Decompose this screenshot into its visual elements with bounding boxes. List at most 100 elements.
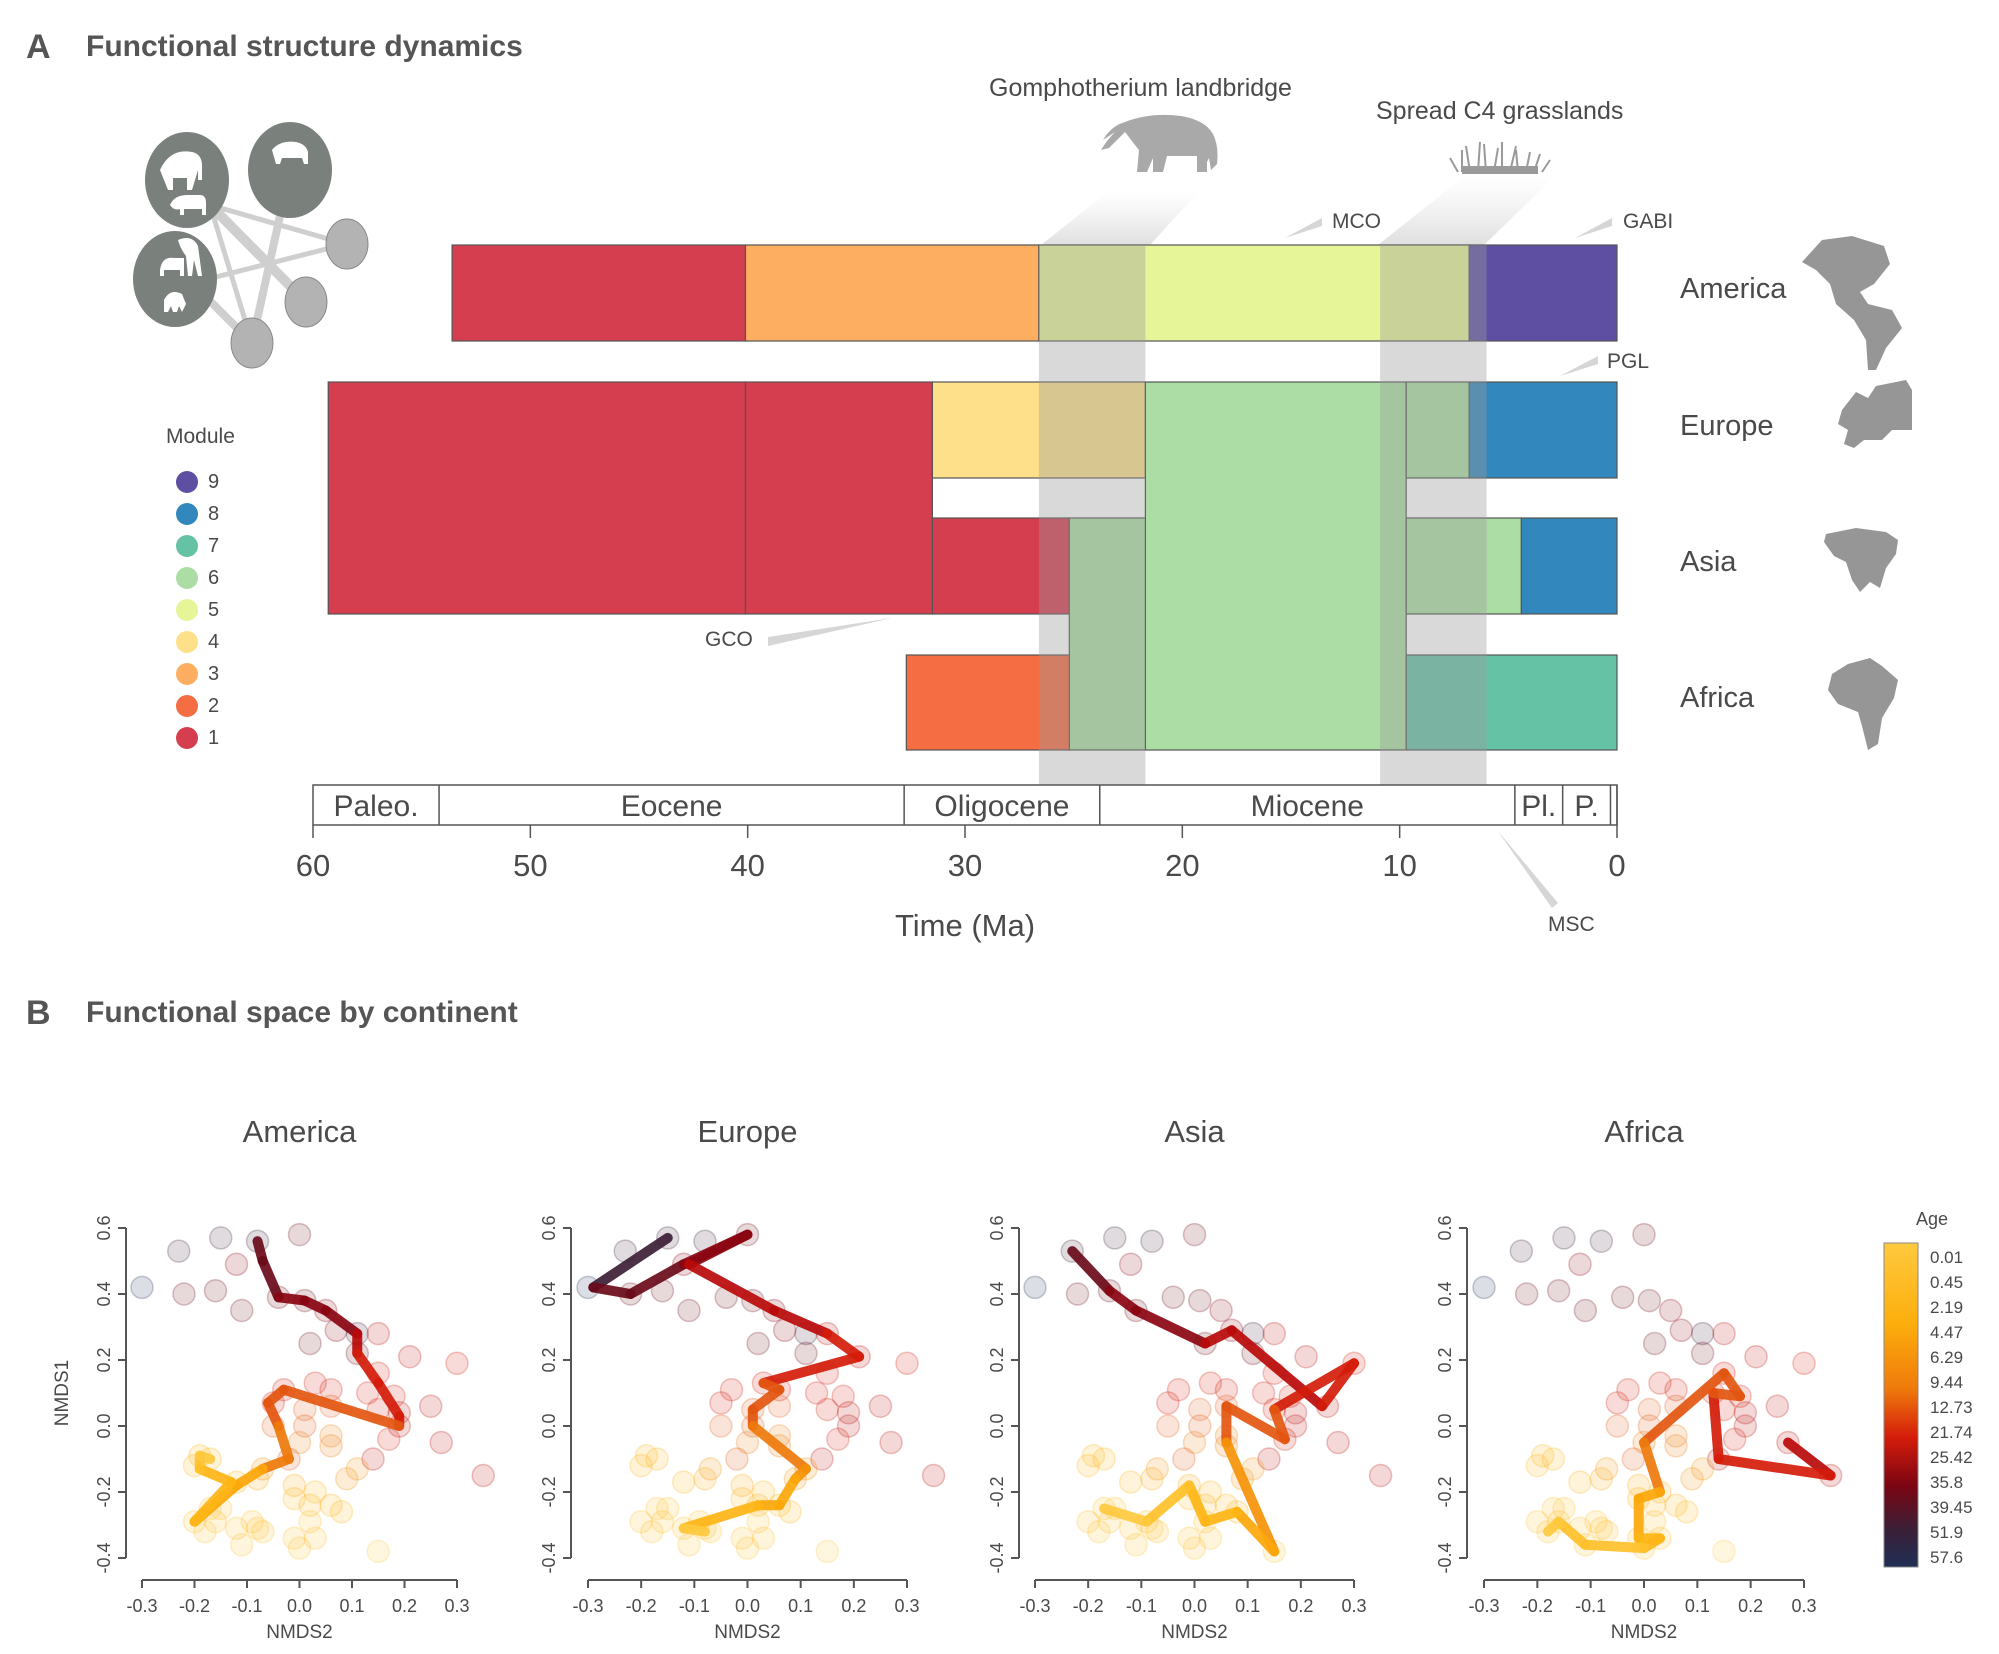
- background-point: [836, 1414, 861, 1438]
- background-point: [815, 1539, 839, 1564]
- gabi-pointer: [1575, 218, 1612, 238]
- background-point: [1087, 1519, 1111, 1544]
- asia-map-icon: [1824, 528, 1898, 592]
- y-tick-label: 0.4: [539, 1281, 559, 1306]
- background-point: [730, 1473, 754, 1498]
- event-label-mco: MCO: [1332, 210, 1381, 233]
- background-point: [1124, 1533, 1148, 1557]
- time-tick-label: 20: [1165, 848, 1199, 883]
- background-point: [1209, 1298, 1233, 1323]
- background-point: [693, 1467, 717, 1491]
- trajectory-segment: [1269, 1358, 1359, 1415]
- trajectory-segment: [1639, 1437, 1665, 1497]
- scatter-plot-america: America -0.4 -0.2 0.0 0.2 0.4 0.6 -0.3 -0.2 -0.1 0…: [52, 1114, 495, 1643]
- module-legend-item: 5: [176, 598, 219, 622]
- background-point: [634, 1443, 659, 1468]
- background-point: [1584, 1509, 1608, 1534]
- background-point: [1733, 1414, 1758, 1438]
- background-point: [1610, 1285, 1635, 1310]
- module-legend-item: 9: [176, 470, 219, 494]
- module-block-4: [931, 381, 1146, 479]
- background-point: [751, 1526, 776, 1550]
- background-point: [719, 1377, 744, 1402]
- background-point: [471, 1463, 495, 1488]
- grass-icon: [1449, 141, 1551, 174]
- background-point: [167, 1239, 191, 1263]
- background-point: [303, 1371, 327, 1395]
- epoch-label: Miocene: [1251, 790, 1364, 823]
- background-point: [709, 1414, 733, 1438]
- background-point: [130, 1275, 154, 1300]
- background-point: [429, 1430, 453, 1455]
- background-point: [298, 1331, 322, 1356]
- trajectory-segment: [1713, 1454, 1836, 1481]
- background-point: [1664, 1377, 1688, 1402]
- mco-pointer: [1285, 218, 1322, 238]
- module-color-dot: [176, 599, 198, 621]
- background-point: [1182, 1536, 1207, 1560]
- module-legend-item: 7: [176, 534, 219, 558]
- background-point: [377, 1427, 401, 1451]
- background-point: [879, 1430, 903, 1455]
- background-point: [826, 1427, 850, 1451]
- x-tick-label: -0.2: [626, 1596, 657, 1616]
- background-point: [1642, 1331, 1667, 1356]
- background-point: [831, 1384, 855, 1409]
- scatter-plot-asia: Asia -0.4 -0.2 0.0 0.2 0.4 0.6 -0.3 -0.2 -0.1 0.0 0…: [987, 1114, 1393, 1643]
- time-tick-label: 0: [1608, 848, 1625, 883]
- trajectory-segment: [769, 1305, 833, 1339]
- x-tick-label: 0.2: [841, 1596, 866, 1616]
- background-point: [1145, 1519, 1170, 1544]
- module-block-7: [1405, 654, 1618, 751]
- europe-map-icon: [1838, 380, 1912, 448]
- trajectory-segment: [1104, 1285, 1142, 1316]
- y-tick-label: 0.0: [987, 1413, 1007, 1438]
- module-legend-item: 6: [176, 566, 219, 590]
- background-point: [1188, 1414, 1212, 1438]
- background-point: [1188, 1397, 1212, 1422]
- module-block-6: [1405, 517, 1522, 615]
- x-tick-label: 0.1: [1235, 1596, 1260, 1616]
- background-point: [1712, 1539, 1736, 1564]
- age-legend-title: Age: [1916, 1209, 1948, 1229]
- module-legend-label: 3: [208, 662, 220, 685]
- background-point: [794, 1341, 818, 1366]
- background-point: [319, 1424, 343, 1448]
- msc-pointer: [1497, 830, 1558, 908]
- background-point: [804, 1381, 829, 1405]
- background-point: [1198, 1480, 1223, 1504]
- background-point: [245, 1516, 270, 1541]
- background-point: [1552, 1226, 1576, 1250]
- module-block-6: [1144, 381, 1407, 751]
- y-tick-label: -0.2: [94, 1476, 114, 1507]
- x-tick-label: 0.1: [788, 1596, 813, 1616]
- x-tick-label: 0.3: [444, 1596, 469, 1616]
- background-point: [361, 1447, 385, 1471]
- x-tick-label: -0.3: [1468, 1596, 1499, 1616]
- background-point: [1182, 1222, 1207, 1247]
- background-point: [1326, 1430, 1350, 1455]
- background-point: [1589, 1229, 1614, 1253]
- background-point: [1182, 1430, 1207, 1455]
- background-point: [645, 1447, 669, 1471]
- scatter-plot-africa: Africa -0.4 -0.2 0.0 0.2 0.4 0.6 -0.3 -0.2 -0.1 0.…: [1435, 1114, 1843, 1643]
- event-label-msc: MSC: [1548, 913, 1595, 936]
- background-point: [287, 1222, 312, 1247]
- background-point: [230, 1298, 254, 1323]
- background-point: [1530, 1443, 1555, 1468]
- background-point: [445, 1351, 469, 1376]
- background-point: [1605, 1391, 1630, 1415]
- background-point: [209, 1226, 233, 1250]
- background-point: [172, 1282, 196, 1306]
- background-point: [293, 1414, 317, 1438]
- event-label-pgl: PGL: [1607, 350, 1650, 373]
- x-tick-label: 0.2: [392, 1596, 417, 1616]
- module-legend-label: 2: [208, 694, 220, 717]
- x-tick-label: -0.1: [1126, 1596, 1157, 1616]
- age-legend-label: 0.01: [1930, 1248, 1963, 1267]
- epoch-label: Eocene: [621, 790, 723, 823]
- x-tick-label: -0.3: [126, 1596, 157, 1616]
- y-tick-label: 0.6: [1435, 1215, 1455, 1240]
- y-tick-label: 0.0: [1435, 1413, 1455, 1438]
- module-legend-title: Module: [166, 425, 235, 448]
